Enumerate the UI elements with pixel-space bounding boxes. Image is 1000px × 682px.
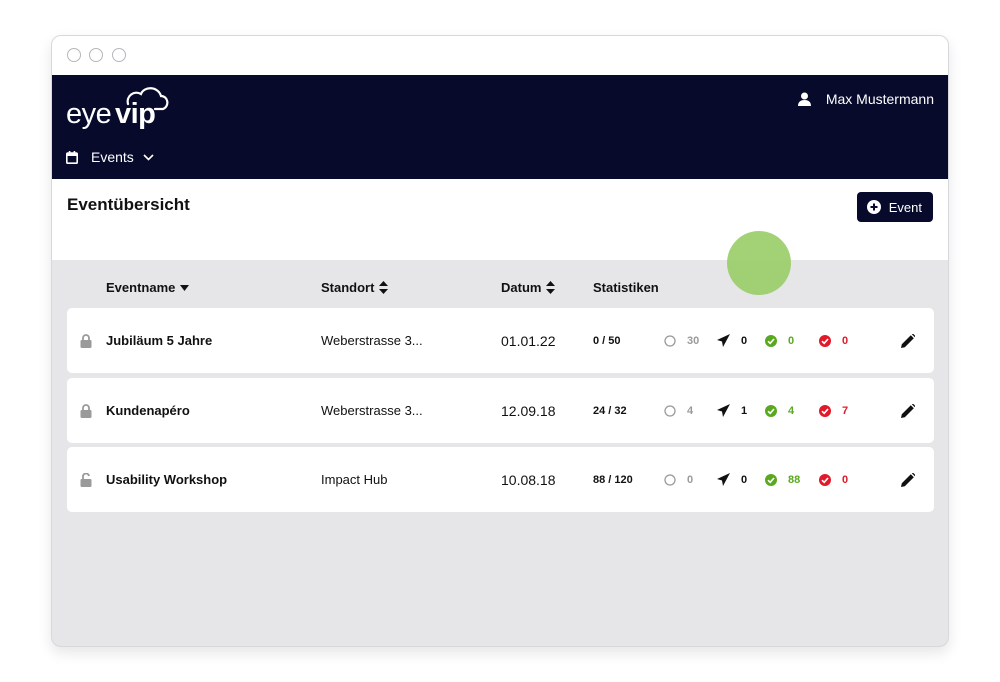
event-name[interactable]: Kundenapéro: [106, 403, 190, 418]
pencil-icon: [901, 403, 915, 418]
stat-open: 4: [664, 378, 693, 443]
edit-button[interactable]: [901, 447, 915, 512]
app-header: eye vip Max Mustermann Events: [52, 75, 948, 179]
add-event-label: Event: [888, 199, 922, 215]
column-header-statistiken-label: Statistiken: [593, 280, 659, 295]
lock-icon: [80, 378, 92, 443]
guest-ratio: 24 / 32: [593, 404, 627, 417]
calendar-icon: [66, 150, 78, 164]
stat-accepted: 4: [765, 378, 794, 443]
check-circle-icon: [765, 404, 777, 417]
table-row[interactable]: Kundenapéro Weberstrasse 3... 12.09.18 2…: [67, 378, 934, 443]
table-row[interactable]: Jubiläum 5 Jahre Weberstrasse 3... 01.01…: [67, 308, 934, 373]
window-close-dot[interactable]: [67, 48, 81, 62]
browser-window: eye vip Max Mustermann Events: [51, 35, 949, 647]
pencil-icon: [901, 472, 915, 487]
column-header-eventname-label: Eventname: [106, 280, 176, 295]
stat-declined: 7: [819, 378, 848, 443]
table-row[interactable]: Usability Workshop Impact Hub 10.08.18 8…: [67, 447, 934, 512]
column-header-standort-label: Standort: [321, 280, 375, 295]
check-circle-icon: [765, 473, 777, 486]
stat-open-count: 0: [687, 473, 694, 486]
column-header-standort[interactable]: Standort: [321, 280, 389, 295]
stat-declined-count: 7: [842, 404, 849, 417]
eyevip-logo[interactable]: eye vip: [66, 84, 170, 137]
event-name[interactable]: Jubiläum 5 Jahre: [106, 333, 213, 348]
stat-sent-count: 0: [741, 334, 748, 347]
user-menu[interactable]: Max Mustermann: [797, 91, 934, 107]
sort-both-icon: [379, 281, 389, 294]
events-nav-label: Events: [91, 149, 134, 165]
event-location: Impact Hub: [321, 472, 388, 487]
circle-outline-icon: [664, 473, 676, 486]
event-date: 10.08.18: [501, 471, 556, 488]
page-header: Eventübersicht Event: [52, 179, 948, 260]
stat-accepted-count: 0: [788, 334, 795, 347]
event-date: 12.09.18: [501, 402, 556, 419]
plus-circle-icon: [866, 200, 881, 214]
add-event-button[interactable]: Event: [856, 192, 933, 222]
window-maximize-dot[interactable]: [112, 48, 126, 62]
lock-icon: [80, 308, 92, 373]
stat-open-count: 4: [687, 404, 694, 417]
stat-open-count: 30: [687, 334, 700, 347]
stat-sent-count: 0: [741, 473, 748, 486]
stat-declined-count: 0: [842, 473, 849, 486]
stat-declined: 0: [819, 308, 848, 373]
guest-ratio: 0 / 50: [593, 334, 621, 347]
event-name[interactable]: Usability Workshop: [106, 472, 228, 487]
guest-ratio: 88 / 120: [593, 473, 633, 486]
pencil-icon: [901, 333, 915, 348]
window-titlebar: [52, 36, 948, 75]
stat-declined-count: 0: [842, 334, 849, 347]
paper-plane-icon: [717, 334, 730, 347]
cross-circle-icon: [819, 334, 831, 347]
paper-plane-icon: [717, 473, 730, 486]
svg-text:vip: vip: [115, 98, 155, 130]
check-circle-icon: [765, 334, 777, 347]
stat-open: 0: [664, 447, 693, 512]
event-location: Weberstrasse 3...: [321, 333, 423, 348]
stat-sent: 1: [717, 378, 747, 443]
event-date: 01.01.22: [501, 332, 556, 349]
circle-outline-icon: [664, 404, 676, 417]
stat-sent: 0: [717, 447, 747, 512]
event-location: Weberstrasse 3...: [321, 403, 423, 418]
stat-declined: 0: [819, 447, 848, 512]
column-header-datum-label: Datum: [501, 280, 542, 295]
stat-open: 30: [664, 308, 699, 373]
cross-circle-icon: [819, 473, 831, 486]
stat-accepted-count: 4: [788, 404, 795, 417]
events-nav-dropdown[interactable]: Events: [66, 149, 154, 165]
chevron-down-icon: [143, 153, 154, 161]
stat-accepted: 88: [765, 447, 800, 512]
edit-button[interactable]: [901, 308, 915, 373]
window-minimize-dot[interactable]: [89, 48, 103, 62]
stat-accepted-count: 88: [788, 473, 801, 486]
unlock-icon: [80, 447, 92, 512]
column-header-statistiken: Statistiken: [593, 280, 659, 295]
edit-button[interactable]: [901, 378, 915, 443]
paper-plane-icon: [717, 404, 730, 417]
click-highlight: [727, 231, 791, 295]
sort-both-icon: [546, 281, 556, 294]
sort-down-icon: [180, 284, 190, 291]
svg-text:eye: eye: [66, 98, 111, 130]
column-header-datum[interactable]: Datum: [501, 280, 556, 295]
circle-outline-icon: [664, 334, 676, 347]
page-title: Eventübersicht: [67, 195, 190, 214]
column-header-eventname[interactable]: Eventname: [106, 280, 190, 295]
cross-circle-icon: [819, 404, 831, 417]
stat-accepted: 0: [765, 308, 794, 373]
stat-sent: 0: [717, 308, 747, 373]
stat-sent-count: 1: [741, 404, 748, 417]
user-icon: [797, 92, 811, 106]
user-name: Max Mustermann: [825, 91, 934, 107]
